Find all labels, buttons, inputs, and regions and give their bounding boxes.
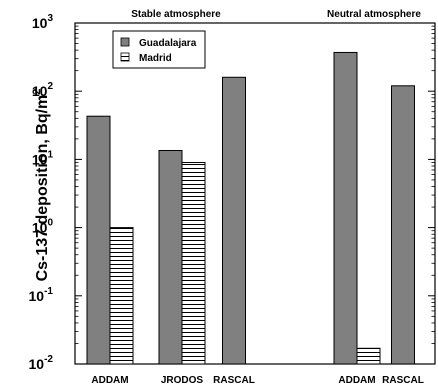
y-tick-exponent: 0 (47, 218, 53, 229)
bar-guadalajara-rascal (222, 76, 246, 365)
panel-title-stable: Stable atmosphere (131, 9, 221, 20)
bar-guadalajara-rascal (391, 85, 415, 365)
bar-guadalajara-addam (333, 51, 358, 365)
bar-guadalajara-jrodos (158, 150, 183, 365)
y-tick-exponent: 1 (47, 149, 53, 160)
y-tick-base: 10 (29, 288, 45, 304)
y-tick-base: 10 (32, 83, 48, 99)
legend-swatch-madrid (120, 52, 130, 62)
x-tick-label-jrodos: JRODOS (161, 375, 204, 386)
legend-label-guadalajara: Guadalajara (139, 38, 197, 49)
y-tick-label: 10-2 (29, 354, 54, 372)
y-tick-label: 101 (32, 149, 54, 167)
chart-marks (86, 51, 415, 365)
y-tick-exponent: -2 (44, 354, 53, 365)
y-axis-label-exponent: 2 (31, 89, 43, 95)
x-tick-label-rascal: RASCAL (213, 375, 255, 386)
bar-madrid-addam (109, 227, 134, 365)
y-tick-exponent: 3 (47, 13, 53, 24)
legend-box (112, 30, 206, 69)
bar-guadalajara-addam (86, 115, 111, 365)
plot-frame (74, 22, 436, 365)
y-tick-exponent: 2 (47, 81, 53, 92)
y-axis-label-text: Cs-137 deposition, Bq/m (34, 95, 51, 282)
y-tick-base: 10 (29, 356, 45, 372)
y-axis-label: Cs-137 deposition, Bq/m2 (31, 89, 51, 282)
bar-madrid-addam (356, 347, 381, 365)
x-tick-label-addam: ADDAM (338, 375, 375, 386)
bar-madrid-jrodos (181, 162, 206, 365)
y-tick-base: 10 (32, 220, 48, 236)
y-tick-label: 10-1 (29, 286, 54, 304)
x-tick-label-addam: ADDAM (91, 375, 128, 386)
y-tick-label: 100 (32, 218, 54, 236)
panel-title-neutral: Neutral atmosphere (327, 9, 421, 20)
legend-label-madrid: Madrid (139, 53, 172, 64)
x-axis: ADDAM JRODOS RASCAL ADDAM RASCAL (91, 375, 423, 386)
legend: Guadalajara Madrid (112, 30, 206, 69)
y-tick-base: 10 (32, 151, 48, 167)
y-tick-label: 102 (32, 81, 54, 99)
y-tick-exponent: -1 (44, 286, 53, 297)
legend-swatch-guadalajara (120, 37, 130, 47)
y-tick-base: 10 (32, 15, 48, 31)
y-tick-label: 103 (32, 13, 54, 31)
x-tick-label-rascal: RASCAL (382, 375, 424, 386)
